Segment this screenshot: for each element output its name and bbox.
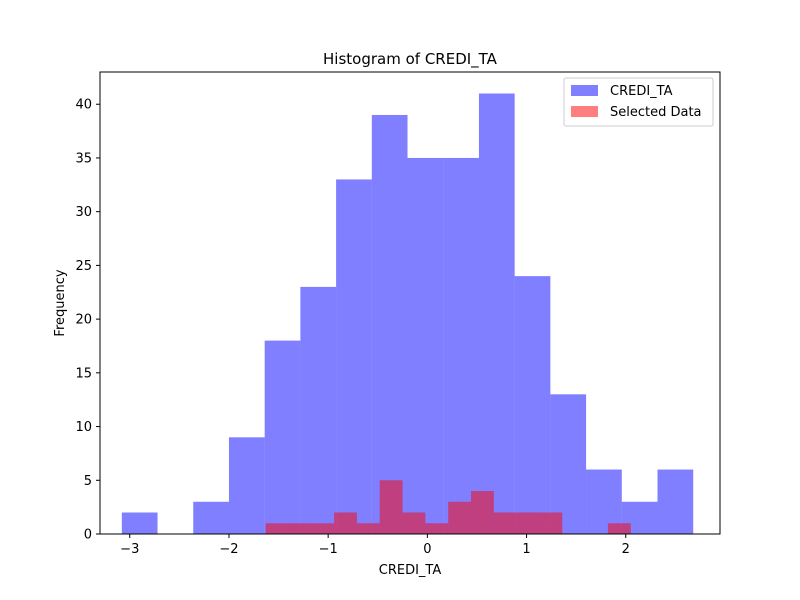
bar-selected-data-3: [334, 512, 357, 534]
bar-credi-ta-8: [407, 157, 444, 534]
y-axis-label: Frequency: [53, 269, 68, 336]
legend: CREDI_TA Selected Data: [563, 77, 714, 127]
x-tick-label: −1: [319, 542, 338, 557]
legend-swatch-credi-ta: [571, 85, 598, 96]
bar-selected-data-0: [265, 523, 289, 534]
x-tick-label: −2: [219, 542, 238, 557]
bar-credi-ta-3: [228, 437, 265, 534]
legend-swatch-selected-data: [571, 106, 598, 117]
y-tick-label: 5: [84, 474, 92, 489]
bar-selected-data-1: [288, 523, 312, 534]
y-tick-label: 35: [75, 151, 92, 166]
bar-selected-data-12: [539, 512, 563, 534]
y-tick-label: 15: [75, 366, 92, 381]
bar-credi-ta-4: [264, 340, 301, 534]
axes-frame: [99, 71, 721, 535]
bar-credi-ta-7: [371, 114, 408, 534]
x-axis-ticks: −3 −2 −1 0 1 2: [120, 534, 630, 557]
x-tick-label: 0: [423, 542, 431, 557]
y-tick-label: 0: [84, 528, 92, 543]
bar-selected-data-9: [471, 491, 494, 534]
legend-label-credi-ta: CREDI_TA: [610, 84, 673, 99]
chart-title: Histogram of CREDI_TA: [323, 50, 498, 69]
bar-selected-data-15: [607, 523, 631, 534]
bar-credi-ta-0: [121, 512, 158, 534]
legend-box: [563, 77, 714, 127]
bar-credi-ta-2: [193, 501, 229, 534]
y-tick-label: 30: [75, 205, 92, 220]
bar-selected-data-11: [516, 512, 540, 534]
bar-selected-data-10: [493, 512, 517, 534]
x-tick-label: 2: [622, 542, 630, 557]
x-tick-label: −3: [120, 542, 139, 557]
bar-credi-ta-11: [514, 276, 551, 534]
bar-credi-ta-12: [550, 394, 587, 534]
bar-selected-data-5: [379, 480, 403, 534]
bars-layer: [121, 93, 694, 534]
bar-selected-data-6: [402, 512, 426, 534]
y-axis-ticks: 0 5 10 15 20 25 30 35 40: [75, 98, 100, 543]
bar-credi-ta-9: [443, 157, 479, 534]
bar-credi-ta-5: [300, 286, 337, 534]
bar-selected-data-8: [448, 501, 472, 534]
bar-credi-ta-10: [478, 93, 515, 534]
bar-credi-ta-15: [657, 469, 694, 534]
bar-selected-data-4: [356, 523, 380, 534]
bar-selected-data-7: [425, 523, 449, 534]
legend-label-selected-data: Selected Data: [610, 105, 702, 120]
x-tick-label: 1: [522, 542, 530, 557]
y-tick-label: 40: [75, 98, 92, 113]
y-tick-label: 20: [75, 313, 92, 328]
x-axis-label: CREDI_TA: [379, 563, 442, 578]
y-tick-label: 10: [75, 420, 92, 435]
bar-credi-ta-6: [336, 179, 372, 534]
bar-selected-data-2: [311, 523, 335, 534]
y-tick-label: 25: [75, 259, 92, 274]
